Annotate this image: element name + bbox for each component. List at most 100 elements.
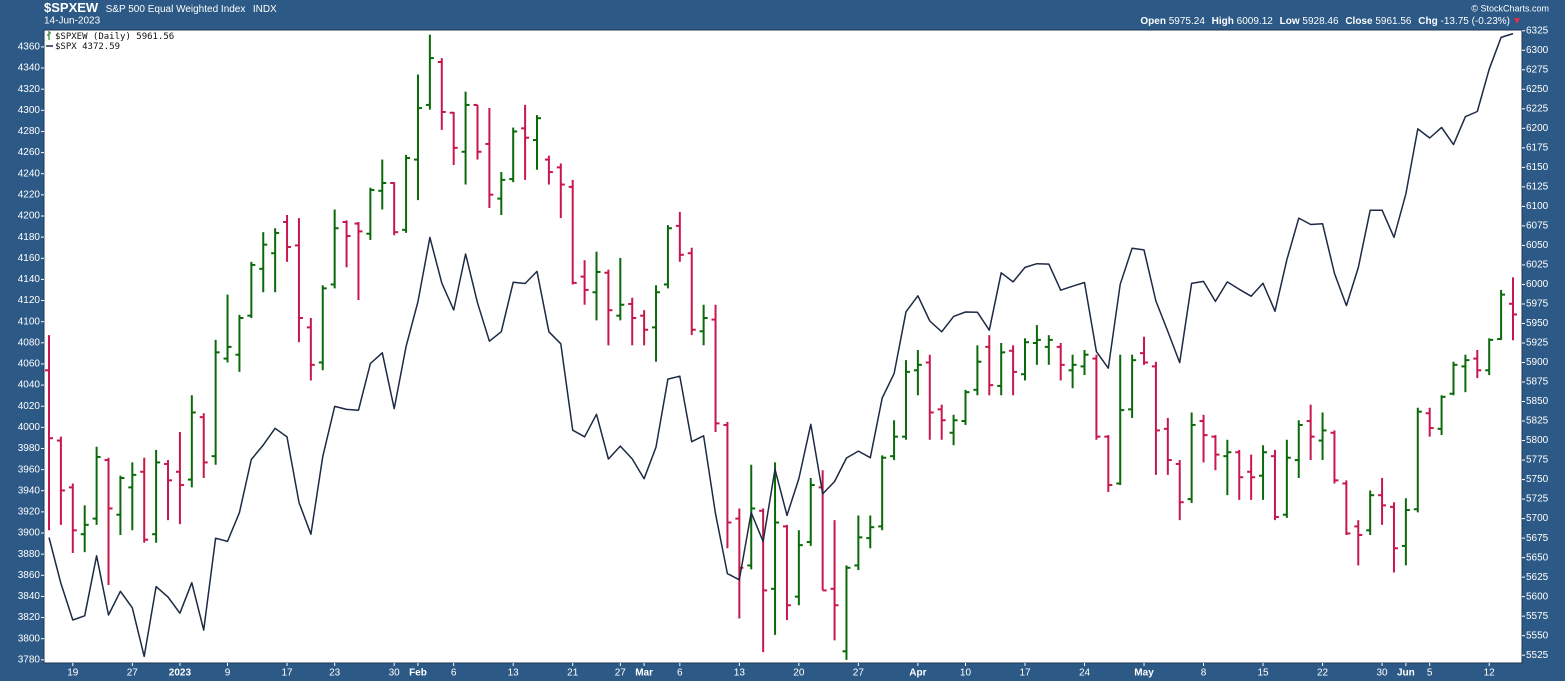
ohlc-bar: [544, 155, 553, 185]
ohlc-bar: [759, 508, 768, 653]
y-tick-label: 4300: [18, 105, 41, 116]
x-tick-label: 13: [508, 668, 520, 679]
ohlc-label: High: [1212, 16, 1234, 27]
ohlc-bar: [652, 285, 661, 362]
ohlc-bar: [1270, 449, 1279, 521]
ohlc-bar: [830, 520, 839, 641]
ohlc-bar: [104, 457, 113, 585]
ohlc-bar: [390, 181, 399, 236]
ohlc-bar: [1104, 435, 1113, 493]
x-tick-label: Jun: [1397, 668, 1415, 679]
ohlc-bar: [247, 261, 256, 319]
ohlc-bar: [556, 163, 565, 219]
ohlc-bar: [330, 209, 339, 289]
down-arrow: [1514, 18, 1520, 24]
date: 14-Jun-2023: [44, 16, 101, 27]
ohlc-bar: [1378, 478, 1387, 525]
x-tick-label: 5: [1427, 668, 1433, 679]
ohlc-bar: [318, 285, 327, 371]
ohlc-bar: [747, 464, 756, 570]
y2-tick-label: 5650: [1526, 552, 1549, 563]
ohlc-bar: [604, 269, 613, 346]
y2-tick-label: 5675: [1526, 533, 1549, 544]
ohlc-bar: [1342, 480, 1351, 535]
ohlc-bar: [1021, 338, 1029, 381]
y-tick-label: 3980: [18, 443, 41, 454]
ohlc-bar: [1473, 350, 1482, 379]
ohlc-bar: [663, 225, 672, 289]
ohlc-bar: [1485, 338, 1494, 375]
y2-tick-label: 5775: [1526, 455, 1549, 466]
y2-tick-label: 6275: [1526, 64, 1549, 75]
ohlc-bar: [152, 449, 161, 543]
y-tick-label: 4040: [18, 380, 41, 391]
legend-name: $SPXEW (Daily): [55, 32, 131, 42]
symbol: $SPXEW: [44, 0, 99, 15]
y2-tick-label: 5850: [1526, 396, 1549, 407]
ohlc-bar: [509, 127, 518, 183]
y-tick-label: 4340: [18, 63, 41, 74]
x-tick-label: 15: [1257, 668, 1269, 679]
y-tick-label: 3800: [18, 633, 41, 644]
ohlc-bar: [271, 228, 280, 293]
y2-tick-label: 6025: [1526, 260, 1549, 271]
ohlc-bar: [533, 115, 541, 170]
ohlc-bar: [640, 310, 649, 346]
ohlc-bar: [259, 232, 268, 293]
ohlc-bar: [878, 455, 887, 531]
ohlc-bar: [378, 159, 387, 210]
ohlc-bar: [1092, 354, 1101, 440]
ohlc-bar: [485, 108, 494, 208]
ohlc-bar: [175, 431, 184, 525]
x-tick-label: 6: [451, 668, 457, 679]
x-tick-label: 27: [127, 668, 139, 679]
ohlc-bar: [211, 339, 220, 465]
ohlc-bar: [1389, 502, 1398, 573]
x-tick-label: 27: [853, 668, 865, 679]
y-tick-label: 3780: [18, 654, 41, 665]
x-tick-label: 24: [1079, 668, 1091, 679]
ohlc-bar: [1116, 354, 1125, 486]
x-tick-label: May: [1134, 668, 1154, 679]
y-tick-label: 4320: [18, 84, 41, 95]
ohlc-bar: [1437, 395, 1446, 436]
ohlc-bar: [235, 314, 244, 372]
ohlc-value: 6009.12: [1237, 16, 1274, 27]
y2-tick-label: 5800: [1526, 435, 1549, 446]
x-tick-label: 12: [1484, 668, 1496, 679]
ohlc-bar: [521, 104, 530, 180]
legend: $SPXEW (Daily) 5961.56 $SPX 4372.59: [46, 31, 174, 52]
ohlc-bar: [901, 360, 910, 440]
ohlc-bar: [1509, 277, 1517, 341]
ohlc-bar: [1318, 412, 1327, 461]
ohlc-bar: [1449, 361, 1458, 396]
ohlc-bar: [1032, 325, 1041, 365]
ohlc-bar: [187, 395, 196, 488]
y-tick-label: 3920: [18, 507, 41, 518]
x-tick-label: 20: [793, 668, 805, 679]
ohlc-bar: [1282, 439, 1291, 518]
ohlc-bar: [449, 111, 458, 166]
y2-tick-label: 5925: [1526, 338, 1549, 349]
y2-tick-label: 5600: [1526, 591, 1549, 602]
ohlc-bar: [568, 179, 577, 285]
ohlc-bar: [306, 318, 315, 381]
y-tick-label: 4160: [18, 253, 41, 264]
ohlc-bar: [80, 505, 89, 553]
ohlc-bar: [164, 460, 173, 521]
x-tick-label: 30: [1377, 668, 1389, 679]
spx-line: [48, 32, 1514, 658]
x-tick-label: 17: [281, 668, 293, 679]
ohlc-bar: [1366, 490, 1375, 535]
ohlc-bar: [45, 335, 53, 531]
ohlc-bar: [771, 462, 780, 635]
ohlc-label: Open: [1140, 16, 1166, 27]
x-tick-label: 23: [329, 668, 341, 679]
ohlc-bar: [1401, 498, 1410, 566]
y2-tick-label: 6100: [1526, 201, 1549, 212]
x-tick-label: 2023: [169, 668, 192, 679]
ohlc-bar: [699, 304, 708, 346]
y2-tick-label: 6075: [1526, 221, 1549, 232]
ohlc-bar: [1140, 336, 1149, 365]
plot-area: [43, 29, 1523, 664]
